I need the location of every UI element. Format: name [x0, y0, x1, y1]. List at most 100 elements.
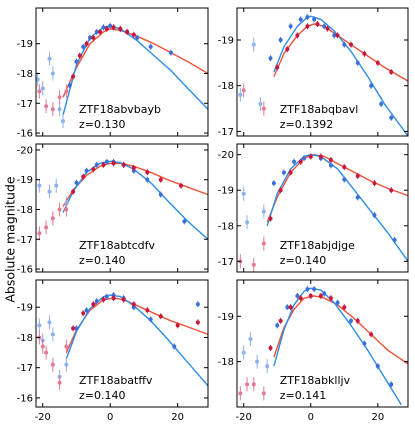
panel-3: -20 -19 -18 -17 -16 ZTF18abtcdfv z=0.140 — [17, 143, 209, 276]
blue-data-point — [50, 332, 55, 337]
blue-data-point — [268, 56, 273, 61]
blue-data-point — [47, 320, 52, 325]
blue-data-point — [94, 29, 99, 34]
blue-data-point — [111, 293, 116, 298]
y-tick-label: -16 — [17, 265, 33, 276]
red-data-point — [44, 225, 49, 230]
y-tick-label: -17 — [218, 127, 234, 138]
red-data-point — [389, 188, 394, 193]
plot-area — [238, 153, 408, 272]
red-data-point — [369, 332, 374, 337]
red-data-point — [57, 95, 62, 100]
axes-frame — [236, 7, 409, 137]
redshift-label: z=0.1392 — [280, 118, 333, 131]
red-fit-curve — [266, 153, 408, 223]
y-tick-label: -17 — [17, 235, 33, 246]
blue-data-point — [342, 177, 347, 182]
red-data-point — [261, 391, 266, 396]
blue-data-point — [265, 364, 270, 369]
red-data-point — [241, 88, 246, 93]
red-data-point — [64, 344, 69, 349]
blue-data-point — [108, 23, 113, 28]
blue-data-point — [50, 71, 55, 76]
red-data-point — [131, 165, 136, 170]
blue-data-point — [74, 326, 79, 331]
blue-fit-curve — [273, 15, 408, 136]
red-data-point — [111, 161, 116, 166]
red-data-point — [104, 26, 109, 31]
red-data-point — [268, 346, 273, 351]
blue-data-point — [255, 359, 260, 364]
red-data-point — [315, 22, 320, 26]
red-data-point — [111, 25, 116, 30]
blue-data-point — [312, 287, 317, 292]
x-tick-label: 0 — [308, 412, 314, 423]
red-data-point — [81, 174, 86, 179]
blue-data-point — [305, 287, 310, 292]
red-data-point — [101, 162, 106, 167]
blue-data-point — [342, 42, 347, 47]
red-data-point — [268, 216, 273, 221]
blue-data-point — [362, 341, 367, 346]
y-tick-label: -16 — [17, 129, 33, 140]
blue-data-point — [74, 180, 79, 185]
red-data-point — [50, 216, 55, 221]
blue-data-point — [238, 92, 243, 97]
blue-data-point — [81, 44, 86, 49]
red-data-point — [328, 158, 333, 162]
red-data-point — [158, 177, 163, 182]
object-name-label: ZTF18abklljv — [280, 374, 351, 387]
blue-data-point — [281, 170, 286, 175]
blue-data-point — [285, 305, 290, 310]
blue-data-point — [261, 209, 266, 214]
red-data-point — [81, 311, 86, 316]
x-tick-label: -20 — [35, 412, 51, 423]
red-data-point — [44, 350, 49, 355]
red-data-point — [278, 318, 283, 323]
plot-area — [238, 14, 408, 136]
blue-data-point — [322, 291, 327, 296]
redshift-label: z=0.140 — [79, 389, 125, 402]
blue-data-point — [84, 168, 89, 173]
blue-data-point — [302, 156, 307, 161]
red-data-point — [308, 293, 313, 298]
blue-data-point — [36, 77, 40, 82]
red-data-point — [355, 174, 360, 178]
redshift-label: z=0.130 — [79, 118, 125, 131]
blue-data-point — [57, 107, 62, 112]
red-data-point — [245, 382, 250, 387]
plot-area — [36, 22, 208, 129]
blue-data-point — [94, 299, 99, 304]
blue-data-point — [332, 33, 337, 38]
red-data-point — [308, 154, 313, 159]
blue-data-point — [182, 219, 187, 224]
x-tick-label: 20 — [171, 412, 184, 423]
blue-data-point — [104, 159, 109, 164]
blue-data-point — [349, 318, 353, 323]
blue-data-point — [372, 213, 377, 218]
object-name-label: ZTF18abatffv — [79, 374, 153, 387]
red-data-point — [125, 29, 130, 34]
red-data-point — [285, 47, 290, 52]
object-name-label: ZTF18abvbayb — [79, 103, 161, 116]
red-data-point — [362, 51, 367, 56]
red-data-point — [118, 26, 123, 31]
blue-fit-curve — [62, 25, 208, 116]
red-fit-curve — [62, 162, 208, 207]
blue-data-point — [158, 192, 163, 197]
red-data-point — [288, 305, 293, 310]
red-data-point — [145, 308, 150, 313]
y-tick-label: -19 — [218, 186, 234, 197]
y-tick-label: -19 — [17, 39, 33, 50]
red-data-point — [121, 297, 126, 302]
plot-area — [37, 158, 208, 241]
red-data-point — [335, 33, 340, 38]
red-data-point — [91, 167, 96, 172]
blue-data-point — [355, 195, 360, 200]
red-data-point — [389, 70, 394, 74]
red-data-point — [37, 231, 42, 236]
red-data-point — [295, 33, 300, 38]
blue-data-point — [379, 102, 384, 106]
blue-data-point — [258, 102, 263, 106]
